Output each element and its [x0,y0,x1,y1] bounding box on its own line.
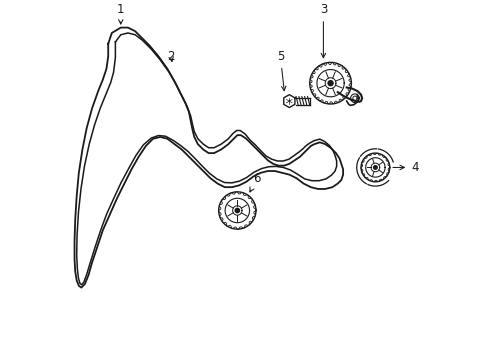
Circle shape [373,166,376,169]
Text: 2: 2 [167,50,174,63]
Circle shape [235,208,239,213]
Text: 3: 3 [319,3,326,58]
Text: 1: 1 [117,3,124,24]
Text: 5: 5 [276,50,285,91]
Circle shape [327,81,332,86]
Text: 6: 6 [249,172,260,192]
Text: 4: 4 [392,161,418,174]
